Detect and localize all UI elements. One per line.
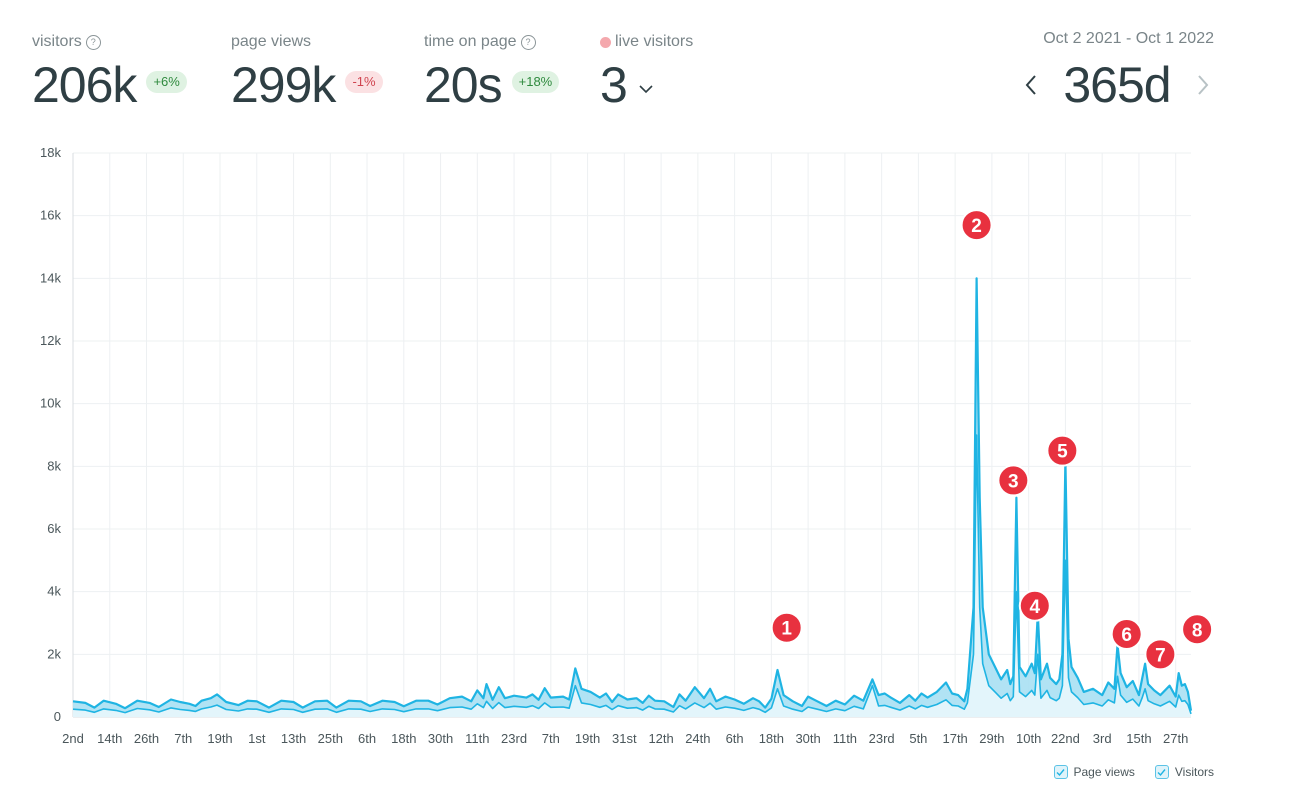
y-tick-label: 0 — [54, 709, 61, 724]
x-tick-label: 29th — [979, 731, 1004, 746]
x-tick-label: 30th — [795, 731, 820, 746]
legend-label: Visitors — [1174, 765, 1214, 779]
annotation-marker — [1018, 589, 1051, 622]
annotation-marker — [997, 464, 1030, 497]
legend-item-visitors[interactable]: Visitors — [1154, 765, 1214, 779]
annotation-marker — [960, 209, 993, 242]
x-tick-label: 10th — [1016, 731, 1041, 746]
metric-value: 20s — [424, 57, 503, 113]
x-tick-label: 23rd — [501, 731, 527, 746]
annotation-marker — [770, 611, 803, 644]
x-tick-label: 17th — [942, 731, 967, 746]
chevron-right-icon[interactable] — [1192, 70, 1214, 100]
x-tick-label: 18th — [391, 731, 416, 746]
chevron-left-icon[interactable] — [1020, 70, 1042, 100]
series-line-visitors — [72, 434, 1192, 715]
annotation-marker — [1181, 613, 1214, 646]
y-tick-label: 6k — [47, 521, 61, 536]
annotation-label: 3 — [1008, 471, 1019, 492]
x-tick-label: 7th — [542, 731, 560, 746]
x-tick-label: 14th — [97, 731, 122, 746]
annotation-marker — [1046, 434, 1079, 467]
x-tick-label: 6th — [358, 731, 376, 746]
help-icon[interactable]: ? — [85, 34, 101, 50]
annotation-label: 8 — [1192, 620, 1203, 641]
x-tick-label: 31st — [612, 731, 637, 746]
y-tick-label: 14k — [40, 270, 61, 285]
metric-time-on-page[interactable]: time on page ? 20s +18% — [424, 30, 560, 114]
metric-label: time on page — [424, 33, 517, 50]
legend-item-page-views[interactable]: Page views — [1053, 765, 1135, 779]
series-area-page-views — [73, 278, 1191, 717]
x-tick-label: 11th — [465, 731, 489, 746]
metric-label: live visitors — [615, 33, 694, 50]
x-tick-label: 24th — [685, 731, 710, 746]
y-tick-label: 16k — [40, 208, 61, 223]
x-tick-label: 5th — [909, 731, 927, 746]
checkbox-icon[interactable] — [1154, 765, 1169, 779]
change-badge: -1% — [345, 71, 383, 93]
annotation-label: 2 — [971, 216, 982, 237]
range-value: 365d — [1063, 57, 1171, 113]
x-tick-label: 12th — [648, 731, 673, 746]
annotation-label: 4 — [1029, 597, 1040, 618]
x-tick-label: 22nd — [1051, 731, 1080, 746]
y-tick-label: 10k — [40, 396, 61, 411]
x-tick-label: 23rd — [869, 731, 895, 746]
y-tick-label: 8k — [47, 458, 61, 473]
annotation-label: 7 — [1155, 645, 1166, 666]
x-tick-label: 25th — [318, 731, 343, 746]
x-tick-label: 7th — [174, 731, 192, 746]
x-tick-label: 3rd — [1093, 731, 1112, 746]
date-range-label: Oct 2 2021 - Oct 1 2022 — [1043, 30, 1214, 47]
metric-value: 206k — [32, 57, 137, 113]
checkbox-icon[interactable] — [1053, 765, 1068, 779]
metric-page-views[interactable]: page views 299k -1% — [231, 30, 383, 114]
y-tick-label: 4k — [47, 584, 61, 599]
annotation-label: 1 — [781, 619, 792, 640]
live-dot-icon — [600, 36, 611, 48]
annotation-marker — [1144, 638, 1177, 671]
y-tick-label: 2k — [47, 646, 61, 661]
date-range: Oct 2 2021 - Oct 1 2022 365d — [1020, 30, 1214, 114]
annotation-label: 6 — [1121, 625, 1132, 646]
x-tick-label: 11th — [833, 731, 857, 746]
x-tick-label: 1st — [248, 731, 266, 746]
metric-value: 299k — [231, 57, 336, 113]
y-tick-label: 18k — [40, 145, 61, 160]
y-tick-label: 12k — [40, 333, 61, 348]
metric-label: page views — [231, 33, 312, 50]
x-tick-label: 19th — [207, 731, 232, 746]
metric-visitors[interactable]: visitors ? 206k +6% — [32, 30, 187, 114]
x-tick-label: 19th — [575, 731, 600, 746]
annotation-marker — [1110, 617, 1143, 650]
x-tick-label: 30th — [428, 731, 453, 746]
x-tick-label: 18th — [759, 731, 784, 746]
help-icon[interactable]: ? — [520, 34, 536, 50]
x-tick-label: 6th — [726, 731, 744, 746]
change-badge: +18% — [511, 71, 560, 93]
metric-value: 3 — [600, 57, 628, 113]
x-tick-label: 26th — [134, 731, 159, 746]
series-line-page-views — [72, 277, 1193, 711]
x-tick-label: 2nd — [62, 731, 84, 746]
chevron-down-icon[interactable] — [637, 80, 655, 98]
x-tick-label: 13th — [281, 731, 306, 746]
metric-label: visitors — [32, 33, 82, 50]
change-badge: +6% — [146, 71, 187, 93]
legend: Page views Visitors — [1053, 765, 1214, 779]
legend-label: Page views — [1073, 765, 1135, 779]
x-tick-label: 27th — [1163, 731, 1188, 746]
x-tick-label: 15th — [1126, 731, 1151, 746]
annotation-label: 5 — [1057, 442, 1068, 463]
metric-live-visitors[interactable]: live visitors 3 — [600, 30, 693, 114]
